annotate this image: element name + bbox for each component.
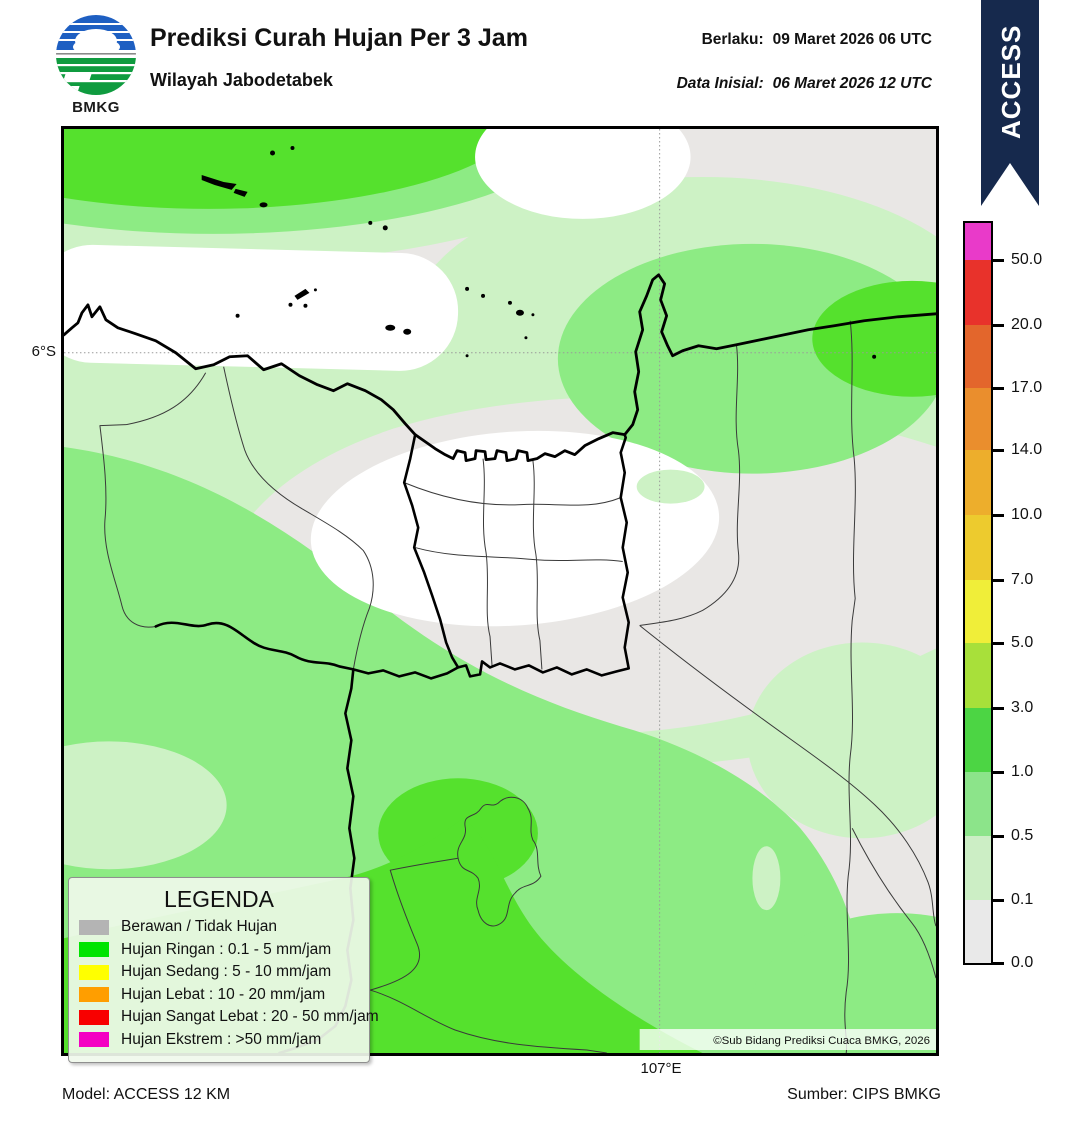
colorbar-segment — [965, 223, 991, 260]
longitude-label: 107°E — [640, 1060, 682, 1077]
bmkg-logo-icon — [56, 15, 136, 95]
colorbar-segment — [965, 325, 991, 388]
colorbar-tick-label: 5.0 — [1011, 634, 1034, 651]
colorbar-tick-label: 7.0 — [1011, 571, 1034, 588]
colorbar-tick-mark — [991, 962, 1004, 965]
copyright-text: ©Sub Bidang Prediksi Cuaca BMKG, 2026 — [713, 1035, 930, 1047]
legend-row: Berawan / Tidak Hujan — [79, 918, 359, 936]
colorbar-segment — [965, 388, 991, 450]
bmkg-logo-label: BMKG — [72, 99, 120, 116]
legend-row: Hujan Lebat : 10 - 20 mm/jam — [79, 986, 359, 1004]
page-subtitle: Wilayah Jabodetabek — [150, 70, 333, 90]
legend-row-label: Hujan Lebat : 10 - 20 mm/jam — [121, 985, 326, 1003]
contour-pale-sliver — [636, 469, 705, 504]
colorbar-segment — [965, 515, 991, 580]
legend-row-label: Hujan Sangat Lebat : 20 - 50 mm/jam — [121, 1008, 379, 1025]
legend-swatch — [79, 919, 109, 935]
colorbar-tick-mark — [991, 899, 1004, 902]
page-title: Prediksi Curah Hujan Per 3 Jam — [150, 24, 528, 52]
access-ribbon: ACCESS — [977, 0, 1041, 215]
colorbar-segment — [965, 580, 991, 643]
legend-row-label: Hujan Ringan : 0.1 - 5 mm/jam — [121, 940, 332, 958]
legend-swatch — [79, 964, 109, 980]
colorbar-tick-label: 1.0 — [1011, 763, 1034, 780]
colorbar-tick-label: 17.0 — [1011, 379, 1043, 396]
colorbar-tick-label: 0.1 — [1011, 891, 1034, 908]
colorbar-tick-mark — [991, 449, 1004, 452]
initial-time-value: 06 Maret 2026 12 UTC — [772, 75, 932, 92]
legend-rows: Berawan / Tidak Hujan Hujan Ringan : 0.1 … — [79, 918, 379, 1049]
legend-row-label: Berawan / Tidak Hujan — [121, 918, 277, 935]
colorbar-segment — [965, 836, 991, 900]
legend-row-label: Hujan Sedang : 5 - 10 mm/jam — [121, 963, 332, 980]
valid-time-value: 09 Maret 2026 06 UTC — [772, 31, 932, 48]
colorbar-tick-mark — [991, 771, 1004, 774]
colorbar-tick-label: 50.0 — [1011, 251, 1043, 268]
initial-time-label: Data Inisial: — [676, 75, 764, 92]
colorbar-tick-label: 14.0 — [1011, 441, 1043, 458]
legend-box: LEGENDA Berawan / Tidak Hujan Hujan Ringa… — [68, 877, 379, 1063]
legend-row-label: Hujan Ekstrem : >50 mm/jam — [121, 1030, 322, 1048]
legend-row: Hujan Ringan : 0.1 - 5 mm/jam — [79, 941, 359, 959]
colorbar-segment — [965, 708, 991, 772]
legend-row: Hujan Sangat Lebat : 20 - 50 mm/jam — [79, 1008, 379, 1026]
graticule — [64, 129, 936, 1053]
initial-time: Data Inisial: 06 Maret 2026 12 UTC — [677, 75, 932, 93]
colorbar-tick-mark — [991, 324, 1004, 327]
ribbon-label: ACCESS — [996, 25, 1026, 139]
colorbar-tick-label: 3.0 — [1011, 699, 1034, 716]
colorbar-tick-label: 0.0 — [1011, 954, 1034, 971]
colorbar-tick-label: 10.0 — [1011, 506, 1043, 523]
valid-time-label: Berlaku: — [701, 31, 764, 48]
valid-time: Berlaku: 09 Maret 2026 06 UTC — [702, 31, 932, 49]
legend-title: LEGENDA — [164, 886, 274, 912]
colorbar-tick-mark — [991, 642, 1004, 645]
colorbar: 50.0 20.0 17.0 14.0 10.0 7.0 5.0 3.0 1.0 0.5 0.1 0.… — [963, 221, 1072, 971]
copyright-strip — [639, 1029, 936, 1051]
colorbar-tick-mark — [991, 707, 1004, 710]
legend-swatch — [79, 942, 109, 957]
colorbar-segment — [965, 643, 991, 708]
colorbar-tick-label: 20.0 — [1011, 316, 1043, 333]
regency-boundaries — [99, 320, 937, 1054]
colorbar-tick-mark — [991, 579, 1004, 582]
bmkg-logo: BMKG — [52, 14, 140, 116]
model-label: Model: ACCESS 12 KM — [62, 1086, 231, 1103]
legend-row: Hujan Ekstrem : >50 mm/jam — [79, 1031, 359, 1049]
colorbar-bar — [963, 221, 993, 965]
latitude-label: 6°S — [31, 343, 56, 360]
colorbar-segment — [965, 772, 991, 836]
colorbar-tick-label: 0.5 — [1011, 827, 1034, 844]
colorbar-tick-mark — [991, 259, 1004, 262]
ribbon-banner-shape — [981, 0, 1039, 206]
legend-swatch — [79, 987, 109, 1002]
legend-swatch — [79, 1032, 109, 1047]
colorbar-segment — [965, 900, 991, 963]
colorbar-segment — [965, 260, 991, 325]
islands — [201, 145, 877, 359]
rainfall-map: ©Sub Bidang Prediksi Cuaca BMKG, 2026 — [0, 0, 1047, 1123]
legend-row: Hujan Sedang : 5 - 10 mm/jam — [79, 963, 359, 981]
colorbar-tick-mark — [991, 835, 1004, 838]
colorbar-segment — [965, 450, 991, 515]
coastline — [62, 273, 938, 463]
legend-swatch — [79, 1009, 109, 1025]
colorbar-tick-mark — [991, 387, 1004, 390]
source-label: Sumber: CIPS BMKG — [787, 1086, 941, 1103]
map-canvas: ©Sub Bidang Prediksi Cuaca BMKG, 2026 — [0, 0, 1047, 1123]
colorbar-tick-mark — [991, 514, 1004, 517]
